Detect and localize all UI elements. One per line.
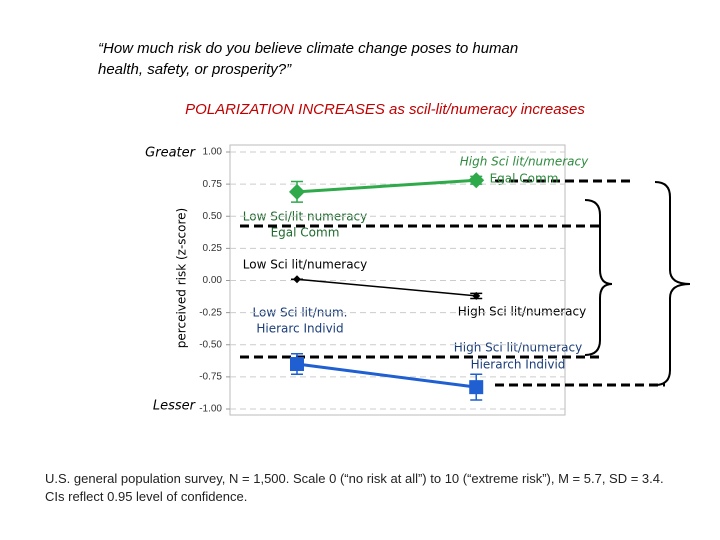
title-line: “How much risk do you believe climate ch… (98, 40, 518, 57)
connectors (240, 179, 665, 387)
y-tick-label: -0.50 (199, 339, 222, 350)
y-top-label: Greater (145, 146, 196, 161)
y-tick-label: 0.00 (203, 275, 223, 286)
marker (290, 357, 304, 372)
marker (468, 172, 485, 189)
series-line (296, 178, 477, 194)
marker (472, 291, 481, 300)
marker (289, 183, 305, 200)
y-tick-label: -0.25 (199, 307, 222, 318)
annotation: Low Sci lit/numeracy (243, 258, 368, 272)
y-tick-label: 1.00 (203, 147, 223, 158)
y-tick-label: -0.75 (199, 372, 222, 383)
marker (469, 380, 484, 395)
y-tick-label: -1.00 (199, 404, 222, 415)
title: “How much risk do you believe climate ch… (98, 40, 518, 78)
annotation: High Sci lit/numeracy (460, 155, 589, 169)
footnote: U.S. general population survey, N = 1,50… (45, 471, 664, 504)
y-tick-label: 0.25 (203, 243, 223, 254)
annotation: Egal Comm (490, 172, 559, 186)
annotation: High Sci lit/numeracy (454, 341, 582, 355)
series-line (296, 362, 477, 389)
subtitle: POLARIZATION INCREASES as scil-lit/numer… (185, 101, 585, 118)
annotation: Egal Comm (271, 226, 340, 240)
y-tick-label: 0.50 (203, 211, 223, 222)
annotation: Hierarch Individ (471, 358, 566, 372)
footnote-box: U.S. general population survey, N = 1,50… (45, 471, 664, 504)
annotation: High Sci lit/numeracy (458, 305, 586, 319)
series-line (296, 278, 477, 297)
y-axis-label: perceived risk (z-score) (175, 208, 189, 348)
y-tick-label: 0.75 (203, 179, 223, 190)
brace (584, 199, 613, 356)
y-bottom-label: Lesser (153, 399, 197, 414)
marker (293, 275, 301, 284)
annotation: Hierarc Individ (256, 322, 343, 336)
brace (654, 181, 691, 386)
title-line: health, safety, or prosperity?” (98, 61, 292, 78)
